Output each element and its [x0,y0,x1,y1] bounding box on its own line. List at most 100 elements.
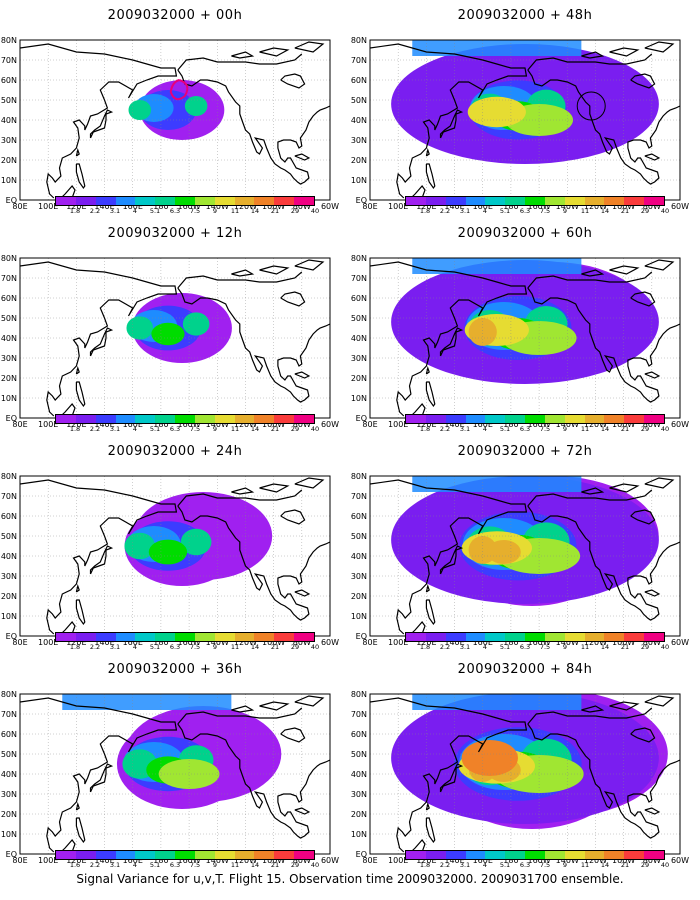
coastline [177,505,330,621]
colorbar-swatch [505,415,526,423]
lon-tick-label: 80W [293,638,311,647]
coastline [527,69,680,185]
coastline [294,41,325,53]
colorbar-label: 21 [270,425,280,433]
lat-tick-label: 70N [1,492,17,501]
coastline [581,487,605,495]
coastline [527,53,653,71]
colorbar-swatch [294,633,314,641]
colorbar-swatch [624,415,645,423]
colorbar-label: 6.3 [519,643,531,651]
colorbar-swatch [445,415,466,423]
colorbar-label: 14 [250,207,260,215]
lat-tick-label: 50N [1,750,17,759]
lat-tick-label: 70N [351,274,367,283]
map-panel: 2009032000 + 00h 80N 70N 60N 50N 40N 30N 20N 10N… [0,0,350,220]
lat-tick-label: 80N [351,254,367,263]
colorbar-label: 6.3 [169,425,181,433]
coastline [294,477,325,489]
colorbar-label: 40 [310,425,320,433]
lat-tick-label: 10N [351,830,367,839]
lat-tick-label: 40N [351,552,367,561]
colorbar-swatch [584,197,605,205]
panel-title: 2009032000 + 24h [107,444,243,459]
colorbar-label: 1.6 [69,861,81,869]
coastline [294,589,311,597]
lon-tick-label: 140W [206,638,229,647]
colorbar-label: 7.5 [189,207,201,215]
colorbar-swatch [56,633,76,641]
colorbar-label: 29 [290,861,300,869]
coastline [581,51,605,59]
lon-tick-label: 80E [12,202,27,211]
lon-tick-label: 120W [234,420,257,429]
colorbar-swatch [274,197,295,205]
lon-tick-label: 160E [473,202,493,211]
colorbar-swatch [485,415,506,423]
lon-tick-label: 120E [66,420,86,429]
colorbar-label: 4 [132,861,138,869]
lat-tick-label: 60N [351,730,367,739]
lon-tick-label: 120E [66,638,86,647]
coastline [75,381,86,408]
coastline [609,47,640,57]
colorbar-swatch [644,197,664,205]
lon-tick-label: 80W [643,420,661,429]
colorbar-swatch [274,851,295,859]
lon-tick-label: 180 [153,638,168,647]
coastline [75,583,80,593]
lon-tick-label: 160W [527,856,550,865]
colorbar-swatch [445,633,466,641]
colorbar: 1.8 2.2 3.1 4 5.1 6.3 7.5 9 11 14 21 29 40 [55,196,319,218]
target-circle [576,91,606,121]
coastline [177,723,330,839]
colorbar-label: 4 [132,643,138,651]
colorbar-swatch [214,633,235,641]
lat-tick-label: 60N [1,294,17,303]
colorbar-label: 21 [270,861,280,869]
lat-tick-label: 80N [351,472,367,481]
coastline [439,763,464,793]
colorbar-label: 11 [230,643,240,651]
colorbar-label: 5.1 [149,861,161,869]
colorbar-swatch [75,851,96,859]
lat-tick-label: 30N [351,572,367,581]
lon-tick-label: 160W [177,202,200,211]
figure-caption: Signal Variance for u,v,T. Flight 15. Ob… [76,872,624,886]
colorbar-swatch [254,415,275,423]
lon-tick-label: 160E [473,638,493,647]
colorbar-label: 7.5 [189,643,201,651]
lon-tick-label: 120E [416,420,436,429]
colorbar-label: 6.3 [519,207,531,215]
lon-tick-label: 120W [234,638,257,647]
lat-tick-label: EQ [356,850,367,859]
lon-tick-label: 80W [293,856,311,865]
coastline [280,509,306,525]
colorbar-swatch [234,851,255,859]
coastline [259,701,290,711]
variance-contour [158,759,220,789]
colorbar-label: 5.1 [149,425,161,433]
panel-title: 2009032000 + 36h [107,662,243,677]
coastline [75,147,80,157]
coastline [644,259,675,271]
lon-tick-label: 80E [12,638,27,647]
colorbar-swatch [135,633,156,641]
colorbar-swatch [485,851,506,859]
colorbar-swatch [95,415,116,423]
lon-tick-label: 100W [612,202,635,211]
coastline [425,381,436,408]
coastline [630,291,656,307]
colorbar-swatch [155,851,176,859]
lat-tick-label: 60N [351,512,367,521]
lat-tick-label: 10N [351,176,367,185]
coastline [425,365,430,375]
colorbar-label: 5.1 [499,207,511,215]
variance-contour [467,96,526,128]
panel-title: 2009032000 + 00h [107,8,243,23]
colorbar-swatch [135,851,156,859]
colorbar-swatch [234,415,255,423]
variance-contour [412,258,582,274]
